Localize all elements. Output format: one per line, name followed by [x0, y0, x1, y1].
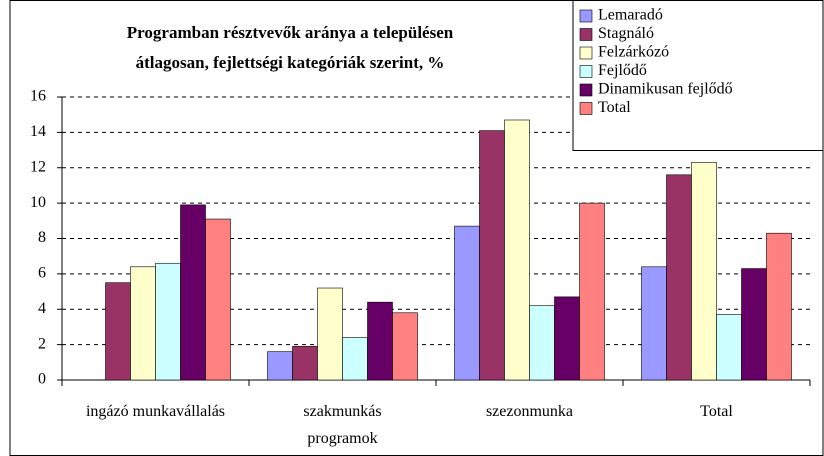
y-tick-label: 4: [38, 300, 46, 317]
bar: [579, 202, 605, 381]
y-tick-label: 6: [38, 265, 46, 282]
legend-label: Fejlődő: [598, 62, 647, 79]
legend-box: [572, 0, 824, 151]
bar: [367, 301, 393, 381]
legend-swatch: [579, 83, 593, 97]
bar: [554, 296, 580, 381]
y-tick-label: 10: [30, 194, 46, 211]
bar: [691, 162, 717, 381]
bar: [317, 287, 343, 381]
bar: [342, 337, 368, 381]
y-tick-label: 0: [38, 371, 46, 388]
bar: [205, 218, 231, 381]
chart-title: Programban résztvevők aránya a település…: [126, 23, 454, 72]
legend-label: Total: [598, 99, 631, 116]
y-tick-label: 14: [30, 123, 46, 140]
legend-swatch: [579, 102, 593, 115]
y-tick-label: 8: [38, 229, 46, 246]
legend-label: Felzárkózó: [598, 44, 669, 61]
bar: [155, 262, 181, 381]
legend-swatch: [579, 46, 593, 60]
bar: [716, 314, 742, 381]
y-tick-label: 16: [30, 88, 46, 105]
bar: [105, 282, 131, 381]
y-tick-label: 2: [38, 335, 46, 352]
legend-label: Stagnáló: [598, 25, 654, 42]
bar: [479, 130, 505, 381]
bar: [666, 174, 692, 381]
legend-swatch: [579, 9, 593, 23]
bar: [267, 351, 293, 381]
bar: [292, 346, 318, 381]
legend-swatch: [579, 65, 593, 78]
bar: [504, 119, 530, 381]
x-tick-label: ingázó munkavállalás: [85, 403, 226, 420]
bar: [392, 312, 418, 381]
bar: [641, 266, 667, 381]
bar: [454, 225, 480, 381]
x-tick-label: szezonmunka: [485, 403, 574, 420]
legend-swatch: [579, 28, 593, 41]
legend-label: Dinamikusan fejlődő: [598, 81, 733, 98]
bar: [130, 266, 156, 381]
bar: [766, 232, 792, 381]
bar: [741, 268, 767, 381]
bar: [529, 305, 555, 381]
x-tick-label: szakmunkás programok: [303, 403, 382, 447]
y-tick-label: 12: [30, 158, 46, 175]
x-tick-label: Total: [700, 403, 733, 420]
bar: [180, 204, 206, 381]
legend-label: Lemaradó: [598, 7, 663, 24]
